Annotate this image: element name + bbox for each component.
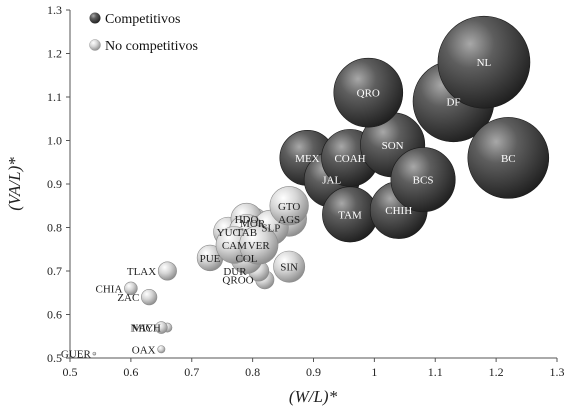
bubble-tlax — [157, 261, 177, 281]
bubble-sin — [273, 250, 306, 283]
bubble-nl — [437, 15, 531, 109]
point-label-yuc: YUC — [217, 227, 240, 239]
bubble-chia — [124, 281, 138, 296]
legend-label-no-competitivos: No competitivos — [105, 39, 198, 54]
bubbles — [92, 15, 550, 356]
point-label-col: COL — [236, 253, 258, 265]
bubble-gto — [269, 186, 309, 226]
point-label-mex: MEX — [295, 153, 320, 165]
point-label-qro: QRO — [357, 88, 380, 100]
x-tick-label: 1 — [371, 365, 377, 379]
y-tick-label: 0.6 — [47, 308, 62, 322]
y-tick-label: 0.8 — [47, 221, 62, 235]
y-tick-labels: 0.5 0.6 0.7 0.8 0.9 1.0 1.1 1.2 1.3 — [47, 3, 70, 365]
bubble-nay — [155, 321, 168, 334]
point-label-jal: JAL — [322, 175, 341, 187]
point-label-cam: CAM — [222, 240, 247, 252]
x-tick-label: 0.9 — [306, 365, 321, 379]
y-tick-label: 0.5 — [47, 351, 62, 365]
point-label-bcs: BCS — [413, 175, 434, 187]
point-label-mich: MICH — [132, 323, 161, 335]
point-label-bc: BC — [501, 153, 516, 165]
x-tick-label: 0.7 — [184, 365, 199, 379]
point-label-ags: AGS — [278, 214, 300, 226]
bubble-oax — [157, 345, 166, 354]
bubble-bcs — [390, 147, 456, 213]
point-label-oax: OAX — [132, 344, 156, 356]
x-tick-label: 0.8 — [245, 365, 260, 379]
bubble-bc — [467, 117, 550, 199]
legend-marker-no-competitivos — [89, 39, 101, 51]
point-label-pue: PUE — [200, 253, 221, 265]
y-tick-label: 1.0 — [47, 134, 62, 148]
point-label-tlax: TLAX — [127, 266, 156, 278]
point-label-son: SON — [382, 140, 404, 152]
x-tick-label: 1.3 — [550, 365, 565, 379]
legend-marker-competitivos — [89, 12, 101, 24]
point-label-nay: NAY — [131, 323, 154, 335]
y-tick-label: 1.1 — [47, 90, 62, 104]
point-label-gto: GTO — [278, 201, 300, 213]
y-tick-label: 0.9 — [47, 177, 62, 191]
x-tick-label: 1.2 — [489, 365, 504, 379]
legend-label-competitivos: Competitivos — [105, 12, 180, 27]
point-label-hdo: HDO — [235, 214, 259, 226]
point-label-tab: TAB — [236, 227, 257, 239]
point-label-tam: TAM — [338, 209, 362, 221]
x-tick-label: 0.5 — [63, 365, 78, 379]
point-label-qroo: QROO — [222, 275, 253, 287]
x-tick-label: 0.6 — [123, 365, 138, 379]
point-label-dur: DUR — [223, 266, 247, 278]
bubble-guer — [92, 351, 97, 356]
point-label-zac: ZAC — [117, 292, 139, 304]
y-axis-title: (VA/L)* — [5, 157, 24, 211]
bubble-ver — [239, 225, 279, 265]
point-labels: NL DF BC QRO SON BCS MEX COAH JAL TAM CHIH GTOAGSSL… — [61, 57, 516, 360]
bubble-zac — [141, 288, 158, 306]
bubble-qro — [333, 57, 404, 128]
x-tick-label: 1.1 — [428, 365, 443, 379]
point-label-coah: COAH — [334, 153, 365, 165]
legend: Competitivos No competitivos — [89, 12, 198, 54]
point-label-guer: GUER — [61, 349, 92, 361]
point-label-mor: MOR — [240, 218, 266, 230]
point-label-chih: CHIH — [385, 205, 412, 217]
x-tick-labels: 0.5 0.6 0.7 0.8 0.9 1 1.1 1.2 1.3 — [63, 358, 565, 379]
x-axis-title: (W/L)* — [289, 387, 338, 406]
point-label-ver: VER — [248, 240, 271, 252]
point-label-slp: SLP — [261, 223, 280, 235]
point-label-df: DF — [446, 96, 460, 108]
y-tick-label: 1.2 — [47, 47, 62, 61]
y-tick-label: 1.3 — [47, 3, 62, 17]
point-label-sin: SIN — [280, 262, 298, 274]
point-label-chia: CHIA — [96, 283, 123, 295]
y-tick-label: 0.7 — [47, 264, 62, 278]
point-label-nl: NL — [477, 57, 492, 69]
